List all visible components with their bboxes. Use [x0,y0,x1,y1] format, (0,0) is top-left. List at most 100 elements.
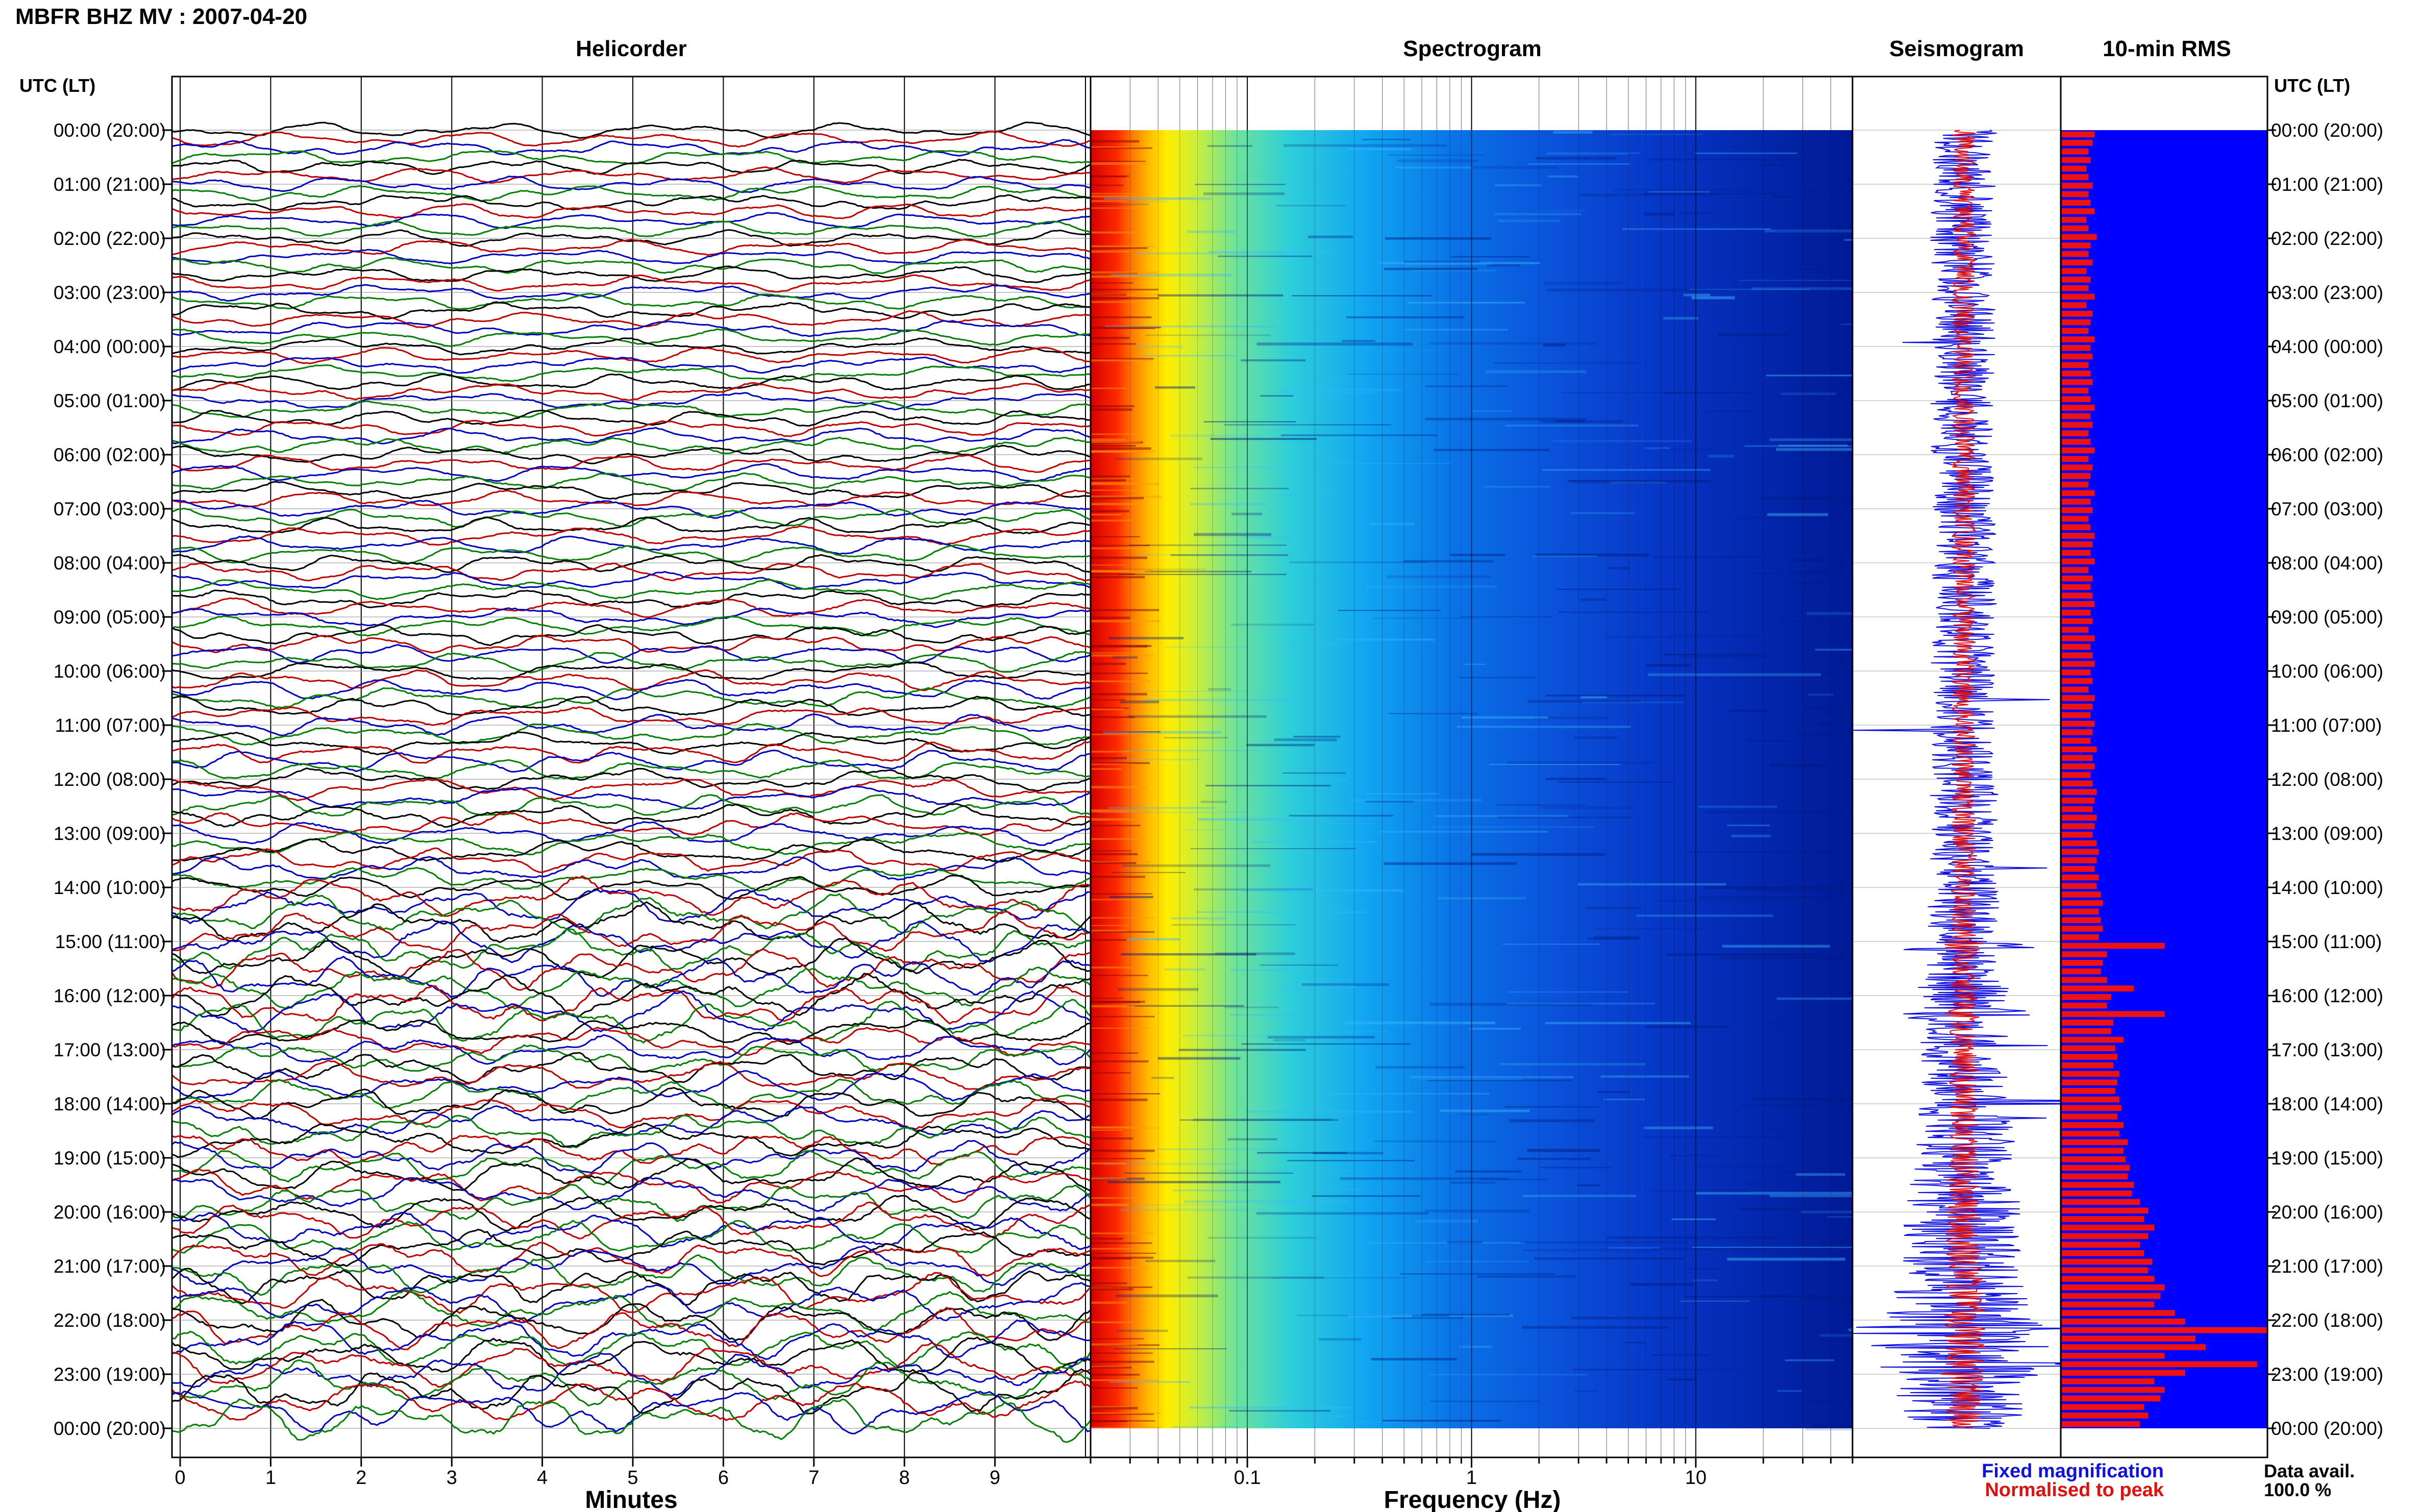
helicorder-trace [172,392,1091,411]
rms-bar [2062,635,2095,641]
time-label-right: 21:00 (17:00) [2271,1256,2383,1277]
rms-bar [2062,413,2091,419]
helicorder-trace [172,687,1091,709]
helicorder-trace [172,265,1091,283]
rms-bar [2062,891,2101,898]
time-label-left: 00:00 (20:00) [54,1418,166,1439]
rms-bar [2062,379,2093,385]
rms-bar [2062,789,2097,795]
helicorder-trace [172,740,1091,764]
helicorder-trace [172,500,1091,519]
rms-bar [2062,311,2093,317]
rms-bar [2062,1045,2115,1052]
rms-bar [2062,661,2095,667]
helicorder-trace [172,203,1091,219]
rms-bar [2062,609,2091,616]
rms-bar [2062,567,2089,573]
seismogram-traces [1853,130,2061,1429]
helicorder-trace [172,444,1091,464]
helicorder-trace [172,274,1091,293]
time-label-left: 21:00 (17:00) [54,1256,166,1277]
figure-title: MBFR BHZ MV : 2007-04-20 [15,4,307,29]
helicorder-trace [172,374,1091,392]
rms-bar [2062,353,2093,360]
rms-bar [2062,251,2089,257]
helicorder-trace [172,220,1091,238]
rms-bar [2062,1412,2149,1419]
time-axis-label-left: UTC (LT) [19,75,95,96]
time-label-left: 15:00 (11:00) [55,931,166,952]
rms-bar [2062,1113,2117,1120]
data-avail-value: 100.0 % [2264,1479,2331,1500]
helicorder-trace [172,337,1091,356]
rms-bar [2062,669,2091,676]
helicorder-trace [172,1254,1091,1296]
time-label-right: 19:00 (15:00) [2271,1148,2383,1169]
helicorder-trace [172,1052,1091,1084]
helicorder-tick-label: 1 [265,1467,276,1489]
helicorder-trace [172,1078,1091,1111]
helicorder-trace [172,1034,1091,1066]
time-label-right: 02:00 (22:00) [2271,228,2383,249]
rms-bar [2062,746,2097,753]
helicorder-trace [172,893,1091,935]
rms-bar [2062,344,2091,351]
helicorder-trace [172,713,1091,736]
helicorder-trace [172,888,1091,925]
rms-bar [2062,481,2089,488]
rms-bar [2062,1284,2165,1291]
time-label-left: 09:00 (05:00) [54,607,166,628]
rms-bar [2062,1148,2124,1154]
helicorder-trace [172,525,1091,546]
time-label-left: 13:00 (09:00) [54,823,166,844]
rms-bar [2062,1258,2153,1265]
rms-bar [2062,1036,2124,1043]
rms-bar [2062,1079,2117,1085]
helicorder-tick-label: 4 [537,1467,548,1489]
rms-bar [2062,763,2095,770]
rms-bar [2062,234,2097,240]
spectrogram-tick-label: 1 [1466,1467,1477,1489]
time-label-left: 20:00 (16:00) [54,1202,166,1223]
rms-bar [2062,865,2095,872]
time-label-left: 22:00 (18:00) [54,1310,166,1331]
rms-bar [2062,558,2095,565]
rms-bar [2062,618,2093,625]
rms-bar [2062,575,2093,582]
helicorder-trace [172,990,1091,1033]
helicorder-trace [172,1336,1091,1376]
helicorder-trace [172,1272,1091,1315]
helicorder-trace [172,121,1091,139]
rms-bar [2062,627,2089,633]
rms-bar [2062,1011,2165,1018]
rms-bar [2062,1301,2155,1308]
helicorder-trace [172,615,1091,637]
helicorder-trace [172,185,1091,202]
helicorder-tick-label: 9 [990,1467,1000,1489]
rms-bar [2062,473,2091,479]
rms-bar [2062,857,2097,863]
rms-bar [2062,900,2103,906]
helicorder-trace [172,516,1091,535]
rms-bar [2062,1054,2117,1060]
rms-bar [2062,601,2095,607]
rms-bar [2062,1233,2149,1240]
helicorder-trace [172,1228,1091,1267]
rms-bar [2062,960,2103,966]
rms-bar [2062,1020,2113,1026]
time-label-left: 03:00 (23:00) [54,282,166,303]
rms-bar [2062,737,2091,744]
rms-bar [2062,1182,2134,1188]
helicorder-trace [172,544,1091,564]
rms-bar [2062,849,2099,855]
rms-bar [2062,823,2095,829]
rms-bar [2062,686,2089,693]
rms-bar [2062,1096,2119,1103]
helicorder-trace [172,346,1091,364]
rms-bar [2062,1421,2140,1427]
time-label-left: 11:00 (07:00) [55,715,166,736]
time-label-right: 23:00 (19:00) [2271,1364,2383,1385]
rms-bar [2062,277,2091,283]
rms-bar [2062,370,2091,377]
time-label-right: 03:00 (23:00) [2271,282,2383,303]
